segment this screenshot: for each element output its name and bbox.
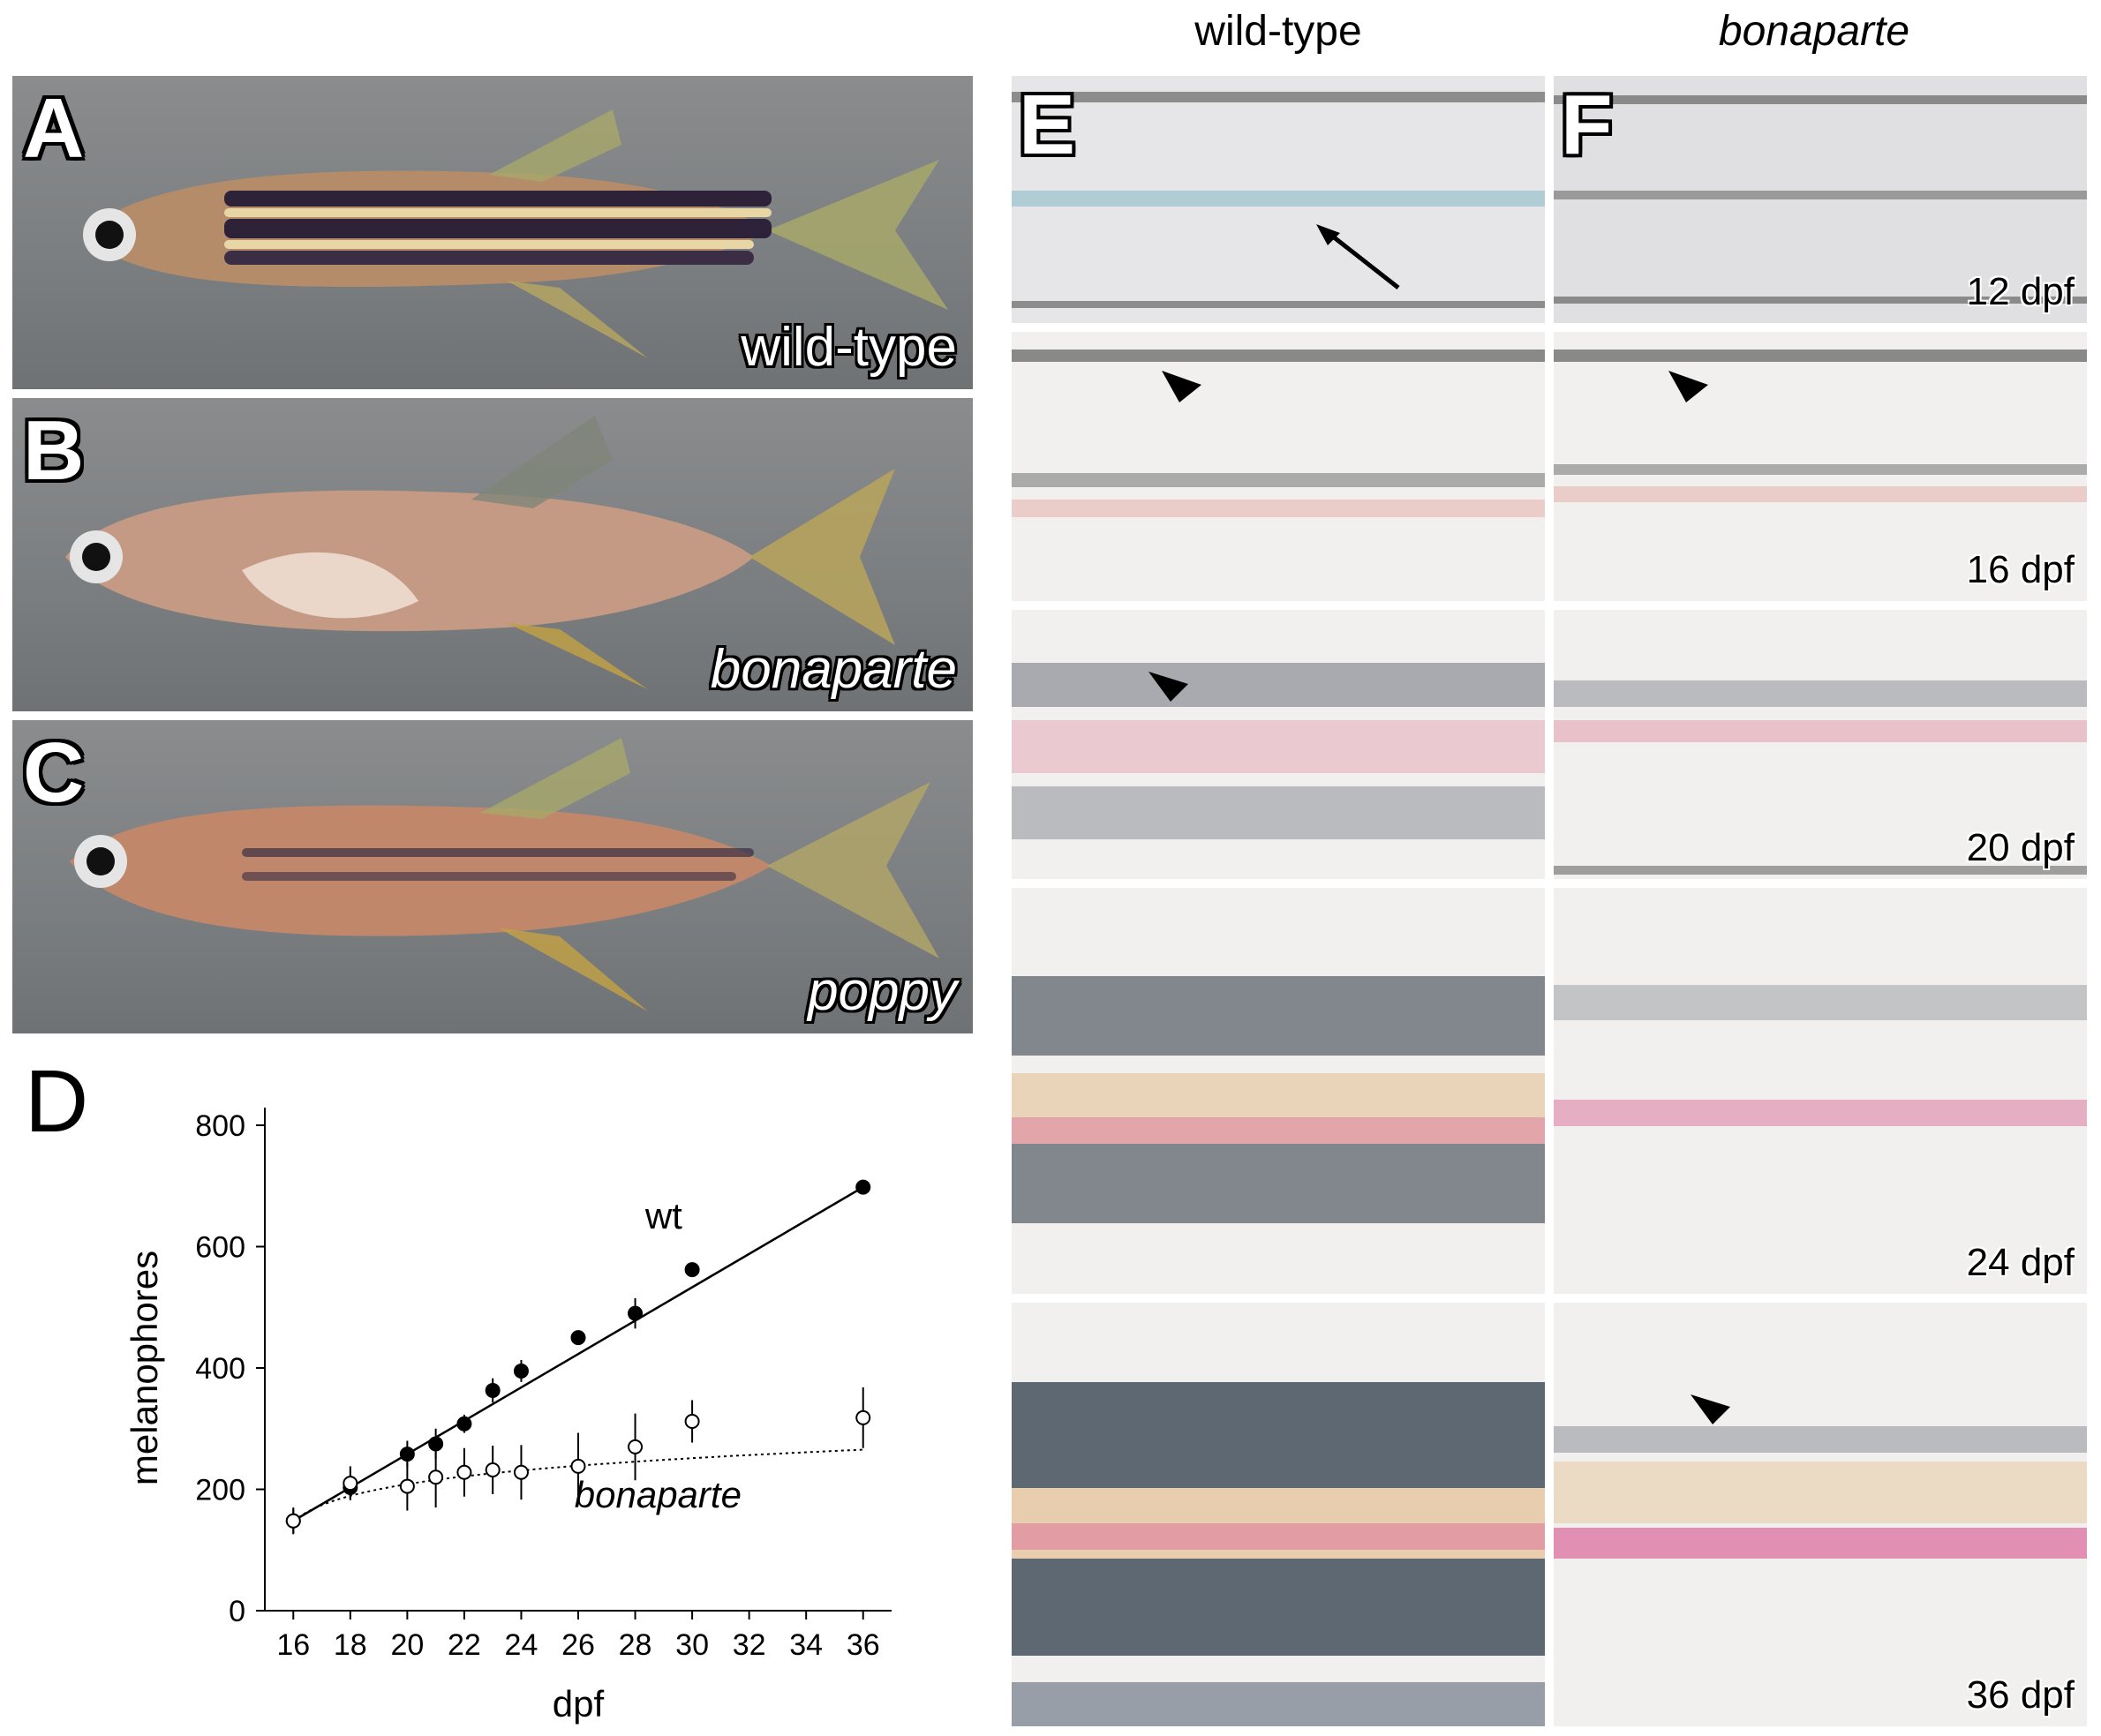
fish-wildtype-illustration — [83, 109, 948, 358]
arrow-icon — [1316, 224, 1340, 245]
wt-data-point — [684, 1262, 700, 1278]
wt-data-point — [485, 1382, 501, 1398]
skin-pattern-e3 — [1012, 663, 1545, 839]
skin-pattern-f4 — [1554, 985, 2087, 1126]
skin-pattern-f5 — [1554, 1394, 2087, 1559]
y-axis-label: melanophores — [124, 1251, 165, 1485]
wt-fit-line — [292, 1186, 864, 1522]
column-header-bonaparte: bonaparte — [1718, 8, 1910, 55]
arrowhead-icon — [1162, 371, 1201, 402]
stage-label-16dpf: 16 dpf — [1966, 548, 2075, 591]
skin-pattern-e4 — [1012, 976, 1545, 1223]
wt-data-point — [855, 1179, 871, 1195]
x-tick-label: 34 — [789, 1628, 823, 1662]
legend-wt: wt — [644, 1195, 682, 1236]
skin-pattern-f1 — [1554, 95, 2087, 304]
y-tick-label: 0 — [229, 1595, 245, 1628]
panel-e-20dpf — [1012, 610, 1545, 879]
panel-e-24dpf — [1012, 888, 1545, 1294]
fish-bonaparte-illustration — [65, 416, 895, 689]
panel-b-photo: B bonaparte — [12, 398, 973, 711]
wt-data-point — [570, 1330, 586, 1346]
x-tick-label: 36 — [847, 1628, 880, 1662]
panel-letter-b: B — [23, 403, 85, 498]
skin-pattern-e2 — [1012, 349, 1545, 517]
bonaparte-data-point — [456, 1464, 472, 1480]
x-axis-label: dpf — [553, 1683, 605, 1725]
y-tick-label: 200 — [195, 1474, 245, 1507]
skin-pattern-f3 — [1554, 680, 2087, 875]
panel-f-12dpf: F 12 dpf — [1554, 76, 2087, 323]
bonaparte-data-point — [399, 1478, 415, 1494]
arrowhead-icon — [1668, 371, 1708, 402]
arrowhead-icon — [1691, 1394, 1730, 1424]
panel-a-photo: A wild-type — [12, 76, 973, 389]
panel-f-36dpf: 36 dpf — [1554, 1303, 2087, 1726]
panel-letter-c: C — [23, 725, 85, 820]
bonaparte-data-point — [570, 1458, 586, 1474]
panel-letter-f: F — [1561, 78, 1613, 172]
x-tick-label: 18 — [334, 1628, 367, 1662]
bonaparte-data-point — [628, 1439, 644, 1454]
column-header-wildtype: wild-type — [1194, 8, 1362, 55]
panel-letter-a: A — [23, 81, 85, 176]
panel-f-20dpf: 20 dpf — [1554, 610, 2087, 879]
panel-letter-d: D — [25, 1052, 89, 1151]
skin-pattern-e1 — [1012, 92, 1545, 308]
wt-data-point — [513, 1363, 529, 1379]
y-tick-label: 800 — [195, 1109, 245, 1143]
x-tick-label: 26 — [561, 1628, 595, 1662]
bonaparte-data-point — [343, 1476, 358, 1492]
x-tick-label: 30 — [675, 1628, 709, 1662]
bonaparte-data-point — [684, 1414, 700, 1429]
fish-poppy-illustration — [70, 738, 939, 1011]
x-tick-label: 20 — [390, 1628, 424, 1662]
stage-label-24dpf: 24 dpf — [1966, 1241, 2075, 1284]
wt-data-point — [399, 1447, 415, 1462]
bonaparte-data-point — [285, 1513, 301, 1529]
x-tick-label: 22 — [448, 1628, 481, 1662]
legend-bonaparte: bonaparte — [575, 1474, 742, 1515]
panel-e-36dpf — [1012, 1303, 1545, 1726]
panel-b-label: bonaparte — [710, 639, 957, 700]
panel-a-label: wild-type — [741, 317, 957, 378]
panel-e-16dpf — [1012, 332, 1545, 601]
panel-c-label: poppy — [808, 961, 957, 1022]
wt-data-point — [456, 1416, 472, 1432]
bonaparte-data-point — [513, 1464, 529, 1480]
arrow-shaft — [1323, 229, 1400, 289]
arrowhead-icon — [1148, 672, 1188, 702]
panel-f-24dpf: 24 dpf — [1554, 888, 2087, 1294]
y-tick-label: 400 — [195, 1352, 245, 1386]
skin-pattern-f2 — [1554, 349, 2087, 502]
stage-label-20dpf: 20 dpf — [1966, 826, 2075, 869]
x-tick-label: 24 — [505, 1628, 538, 1662]
panel-c-photo: C poppy — [12, 720, 973, 1033]
y-tick-label: 600 — [195, 1231, 245, 1265]
bonaparte-data-point — [855, 1409, 871, 1425]
stage-label-12dpf: 12 dpf — [1966, 270, 2075, 313]
bonaparte-data-point — [428, 1469, 444, 1485]
x-tick-label: 28 — [619, 1628, 652, 1662]
panel-letter-e: E — [1019, 78, 1076, 172]
stage-label-36dpf: 36 dpf — [1966, 1673, 2075, 1717]
x-tick-label: 32 — [733, 1628, 766, 1662]
wt-data-point — [628, 1305, 644, 1321]
skin-pattern-e5 — [1012, 1382, 1545, 1726]
melanophore-chart: 0 200 400 600 800 16 18 20 22 24 26 28 30 32 34 36 dpf me… — [124, 1108, 892, 1725]
panel-f-16dpf: 16 dpf — [1554, 332, 2087, 601]
x-tick-label: 16 — [276, 1628, 310, 1662]
bonaparte-data-point — [485, 1462, 501, 1477]
panel-e-12dpf: E — [1012, 76, 1545, 323]
